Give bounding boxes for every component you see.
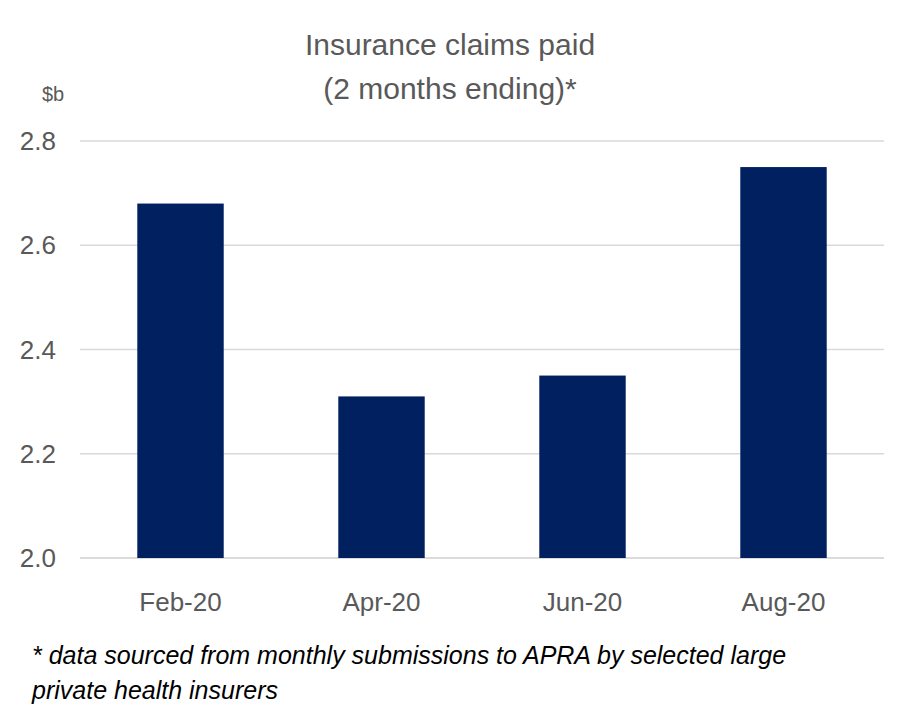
bar	[137, 204, 223, 558]
title: Insurance claims paid	[305, 28, 595, 61]
bars	[137, 167, 826, 558]
bar	[539, 376, 625, 558]
grid-line	[80, 140, 884, 142]
y-tick-label: 2.8	[20, 126, 56, 156]
chart-root: Insurance claims paid (2 months ending)* $…	[0, 0, 912, 722]
subtitle: (2 months ending)*	[323, 72, 577, 105]
x-tick-label: Feb-20	[139, 587, 221, 617]
bar	[740, 167, 826, 558]
footnote: private health insurers	[31, 676, 278, 704]
y-axis-label: $b	[42, 83, 64, 105]
bar	[338, 396, 424, 558]
y-tick-label: 2.4	[20, 335, 56, 365]
y-tick-label: 2.2	[20, 439, 56, 469]
page: {"chart_data": {"type": "bar", "title": …	[0, 0, 912, 722]
x-tick-label: Jun-20	[543, 587, 623, 617]
x-tick-label: Aug-20	[742, 587, 826, 617]
chart: Insurance claims paid (2 months ending)* $…	[0, 0, 912, 722]
footnote: * data sourced from monthly submissions …	[32, 641, 786, 669]
y-tick-label: 2.6	[20, 230, 56, 260]
y-tick-label: 2.0	[20, 543, 56, 573]
x-tick-label: Apr-20	[342, 587, 420, 617]
